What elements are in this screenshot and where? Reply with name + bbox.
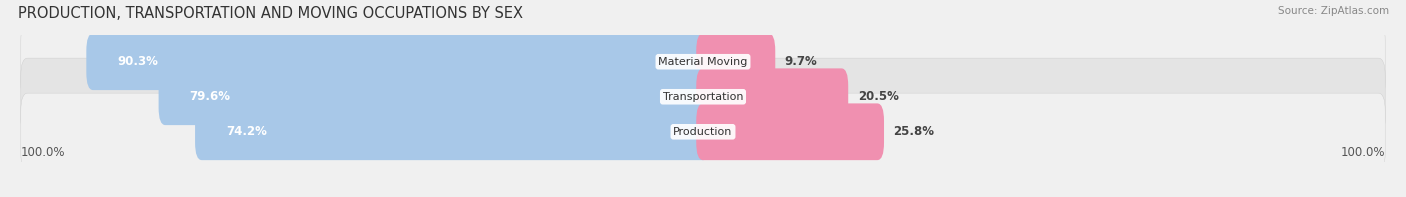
Text: Production: Production bbox=[673, 127, 733, 137]
Text: 90.3%: 90.3% bbox=[118, 55, 159, 68]
Text: 100.0%: 100.0% bbox=[21, 146, 65, 159]
FancyBboxPatch shape bbox=[195, 103, 710, 160]
FancyBboxPatch shape bbox=[696, 103, 884, 160]
FancyBboxPatch shape bbox=[696, 33, 775, 90]
Text: 79.6%: 79.6% bbox=[190, 90, 231, 103]
Text: 9.7%: 9.7% bbox=[785, 55, 817, 68]
FancyBboxPatch shape bbox=[21, 23, 1385, 100]
Text: PRODUCTION, TRANSPORTATION AND MOVING OCCUPATIONS BY SEX: PRODUCTION, TRANSPORTATION AND MOVING OC… bbox=[18, 6, 523, 21]
FancyBboxPatch shape bbox=[696, 68, 848, 125]
Text: 25.8%: 25.8% bbox=[893, 125, 935, 138]
FancyBboxPatch shape bbox=[159, 68, 710, 125]
Text: 74.2%: 74.2% bbox=[226, 125, 267, 138]
FancyBboxPatch shape bbox=[21, 58, 1385, 135]
Text: Material Moving: Material Moving bbox=[658, 57, 748, 67]
FancyBboxPatch shape bbox=[21, 93, 1385, 170]
Text: 20.5%: 20.5% bbox=[858, 90, 898, 103]
Text: 100.0%: 100.0% bbox=[1341, 146, 1385, 159]
FancyBboxPatch shape bbox=[86, 33, 710, 90]
Text: Transportation: Transportation bbox=[662, 92, 744, 102]
Text: Source: ZipAtlas.com: Source: ZipAtlas.com bbox=[1278, 6, 1389, 16]
